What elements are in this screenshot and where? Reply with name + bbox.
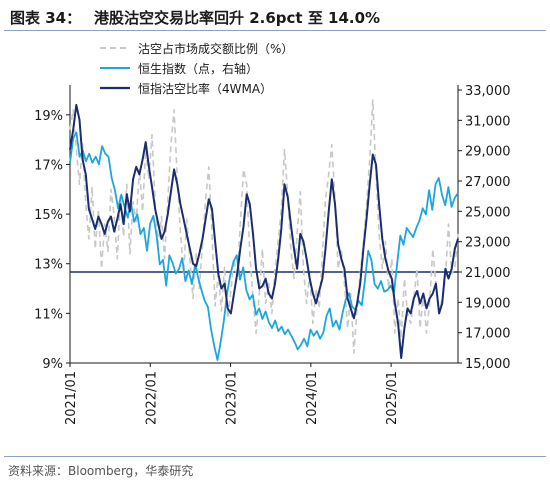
figure-title: 港股沽空交易比率回升 2.6pct 至 14.0%	[94, 9, 381, 27]
right-tick-label: 33,000	[465, 84, 511, 99]
series-line-3	[69, 103, 459, 359]
right-tick-label: 17,000	[465, 327, 511, 342]
right-tick-label: 23,000	[465, 236, 511, 251]
source-note: 资料来源：Bloomberg，华泰研究	[8, 464, 194, 478]
left-tick-label: 9%	[42, 357, 63, 372]
x-tick-label: 2022/01	[144, 371, 159, 425]
left-tick-label: 11%	[34, 307, 63, 322]
right-tick-label: 31,000	[465, 114, 511, 129]
chart: 9% 11% 13% 15% 17% 19% 15,000 17,000 19,000 21,00…	[34, 41, 511, 425]
left-tick-label: 17%	[34, 158, 63, 173]
x-tick-label: 2025/01	[385, 371, 400, 425]
x-tick-label: 2024/01	[305, 371, 320, 425]
left-tick-label: 13%	[34, 258, 63, 273]
right-tick-label: 29,000	[465, 145, 511, 160]
footer-divider	[4, 456, 546, 457]
left-tick-label: 15%	[34, 208, 63, 223]
x-tick-label: 2023/01	[225, 371, 240, 425]
right-tick-label: 25,000	[465, 205, 511, 220]
figure-label: 图表 34：	[10, 9, 82, 27]
right-tick-label: 19,000	[465, 296, 511, 311]
figure-title-bar: 图表 34： 港股沽空交易比率回升 2.6pct 至 14.0%	[4, 4, 546, 31]
series-line-1	[69, 99, 459, 354]
legend-label-2: 恒生指数（点，右轴）	[138, 61, 258, 76]
legend-label-1: 沽空占市场成交额比例（%）	[138, 41, 293, 56]
right-tick-label: 15,000	[465, 357, 511, 372]
legend-label-3: 恒指沽空比率（4WMA）	[138, 81, 272, 96]
right-tick-label: 27,000	[465, 175, 511, 190]
right-tick-label: 21,000	[465, 266, 511, 281]
x-tick-label: 2021/01	[64, 371, 79, 425]
left-tick-label: 19%	[34, 109, 63, 124]
series-line-2	[69, 131, 459, 361]
